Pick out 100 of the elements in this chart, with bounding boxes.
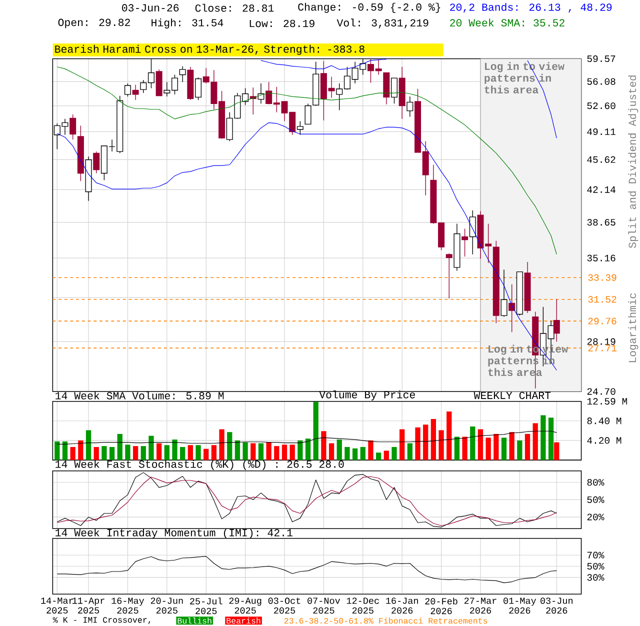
x-tick-label: 03-Jun 2026 [540, 597, 572, 614]
candlestick [195, 76, 202, 100]
bar [470, 426, 476, 460]
bar [462, 436, 468, 460]
bar [125, 444, 130, 460]
text: 20,2 Bands: 26.13 , 48.29 [450, 2, 612, 12]
bar [321, 430, 326, 460]
candlestick [93, 150, 100, 174]
candlestick [462, 228, 468, 257]
y-tick-label: 8.40 M [587, 417, 622, 424]
bar [400, 429, 405, 460]
x-tick-label: 20-Jun 2025 [150, 597, 183, 614]
chart-title: 14 Week Intraday Momentum (IMI): 42.1 [56, 528, 292, 538]
candlestick [124, 82, 131, 97]
candlestick [304, 103, 312, 124]
y-tick-label: 38.65 [587, 218, 616, 226]
bar [274, 446, 280, 460]
candlestick [132, 84, 139, 100]
bar [117, 434, 122, 460]
text: Open: 29.82 [58, 18, 130, 28]
bar [501, 437, 507, 460]
candlestick [553, 298, 560, 342]
bar [438, 430, 444, 460]
candlestick [446, 252, 452, 299]
bar [336, 439, 342, 460]
x-tick-label: 20-Feb 2026 [425, 597, 458, 614]
candlestick [469, 210, 476, 255]
bar [368, 440, 374, 460]
ref-line-label: 29.76 [588, 318, 616, 324]
ref-line-label: 27.71 [588, 344, 616, 352]
bar [509, 432, 514, 460]
text: High: 31.54 [152, 18, 224, 28]
bar [250, 443, 256, 460]
bar [423, 424, 428, 460]
candlestick [406, 96, 414, 117]
bar [132, 446, 138, 460]
x-tick-label: 29-Aug 2025 [229, 597, 262, 614]
text: WEEKLY CHART [474, 392, 551, 399]
candlestick [390, 77, 398, 104]
candlestick [500, 269, 508, 317]
x-tick-label: 07-Nov 2025 [308, 597, 340, 614]
x-tick-label: 01-May 2026 [504, 597, 536, 614]
bar [164, 444, 170, 460]
bar [86, 430, 92, 460]
bar [486, 437, 491, 460]
text: 23.6-38.2-50-61.8% Fibonacci Retracements [284, 617, 488, 624]
y-tick-label: 59.57 [587, 55, 616, 62]
bar [227, 432, 232, 460]
y-tick-label: 12.59 M [587, 398, 628, 404]
candlestick [70, 114, 76, 140]
text: Bearish [226, 617, 260, 624]
text: Low: 28.19 [250, 20, 314, 27]
text: % K - IMI Crossover, [52, 616, 150, 624]
y-tick-label: 50% [587, 496, 604, 503]
bar [360, 446, 366, 460]
bar [384, 450, 389, 460]
bar [352, 448, 358, 460]
bar [219, 429, 224, 460]
y-tick-label: 52.60 [587, 102, 616, 109]
y-tick-label: 45.62 [587, 156, 616, 163]
bar [78, 440, 84, 460]
bar [188, 444, 193, 460]
y-tick-label: 28.19 [587, 338, 616, 345]
bar [172, 439, 178, 460]
y-tick-label: 42.14 [587, 186, 616, 193]
bar [102, 446, 107, 460]
y-tick-label: 70% [587, 552, 604, 558]
bar [392, 446, 397, 460]
bar [454, 436, 460, 460]
bar [517, 440, 522, 460]
y-tick-label: 30% [587, 574, 604, 580]
candlestick [179, 66, 186, 82]
bar [196, 444, 201, 460]
bar [540, 415, 546, 460]
x-tick-label: 16-Jan 2026 [386, 597, 418, 614]
x-tick-label: 25-Jul 2025 [190, 597, 222, 614]
y-tick-label: 80% [587, 478, 604, 486]
text: 03-Jun-26 [122, 4, 179, 12]
bar [407, 443, 412, 460]
bar [211, 444, 217, 460]
text: Bullish [178, 617, 212, 624]
y-tick-label: 24.70 [587, 388, 616, 395]
bar [446, 411, 452, 460]
bar [328, 443, 334, 460]
bar [180, 446, 186, 460]
y-tick-label: 4.20 M [587, 436, 622, 444]
y-tick-label: 56.08 [587, 78, 616, 85]
text: Logarithmic [628, 293, 638, 362]
text: Split and Dividend Adjusted [628, 75, 638, 248]
bar [430, 418, 436, 460]
bar [266, 442, 272, 460]
text: Change: -0.59 {-2.0 %} [298, 2, 440, 13]
bar [376, 452, 382, 460]
ref-line-label: 33.39 [588, 274, 616, 281]
x-tick-label: 11-Apr 2025 [72, 597, 104, 614]
y-tick-label: 20% [587, 513, 604, 520]
x-tick-label: 16-May 2025 [112, 597, 144, 614]
bar [554, 442, 560, 460]
y-tick-label: 35.16 [587, 254, 616, 262]
bar [70, 446, 76, 460]
